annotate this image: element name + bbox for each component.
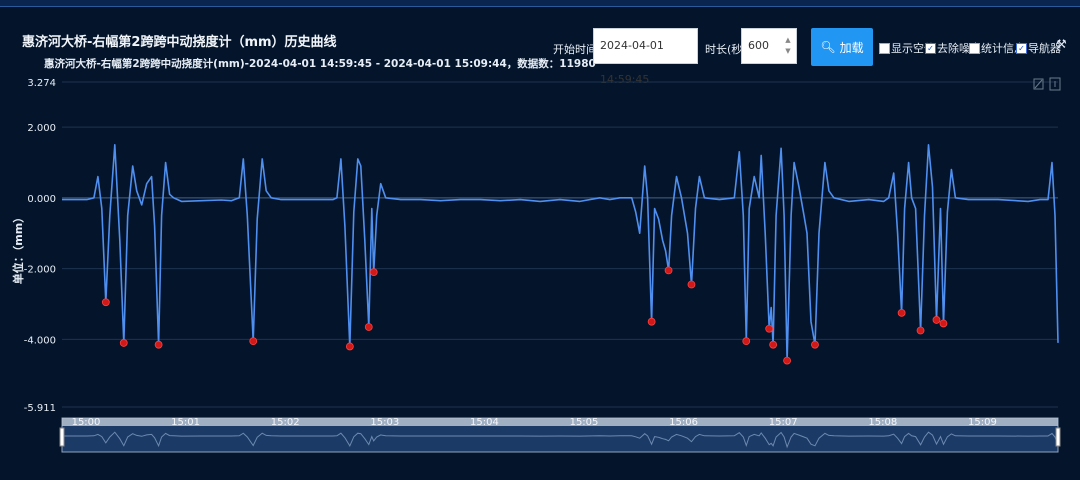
option-label: 统计信息 xyxy=(981,42,1025,55)
min-marker xyxy=(932,316,941,324)
min-marker xyxy=(647,317,656,326)
option-show-null[interactable]: 显示空值 xyxy=(879,40,935,56)
chart-subtitle: 惠济河大桥-右幅第2跨跨中动挠度计(mm)-2024-04-01 14:59:4… xyxy=(44,58,596,70)
x-tick-label: 15:00 xyxy=(72,417,101,428)
min-marker xyxy=(897,308,906,317)
checkbox-checked-icon[interactable]: ✓ xyxy=(925,42,936,54)
y-axis-label: 单位：（mm） xyxy=(11,212,25,284)
min-marker xyxy=(664,266,673,275)
min-marker xyxy=(742,337,751,346)
zoom-reset-icon[interactable] xyxy=(1033,78,1044,90)
min-marker xyxy=(345,342,354,351)
spinner-up-icon[interactable]: ▲ xyxy=(785,36,791,44)
zoom-reset-icon-stroke xyxy=(1034,79,1043,89)
min-marker xyxy=(811,340,819,349)
grid-layer xyxy=(62,81,1058,408)
save-image-icon[interactable] xyxy=(1049,77,1061,91)
checkbox-icon[interactable] xyxy=(879,42,890,54)
option-navigator[interactable]: ✓ 导航器 xyxy=(1016,40,1061,56)
option-label: 显示空值 xyxy=(891,42,935,55)
checkbox-icon[interactable] xyxy=(969,42,980,54)
y-tick-label: 0.000 xyxy=(27,194,56,205)
start-time-label: 开始时间 xyxy=(553,43,597,56)
option-statistics[interactable]: 统计信息 xyxy=(969,40,1025,56)
y-tick-label: 2.000 xyxy=(27,123,56,134)
min-marker xyxy=(765,324,774,333)
load-button-label: 加载 xyxy=(839,40,864,55)
y-tick-label: -4.000 xyxy=(24,335,56,346)
y-tick-label: -2.000 xyxy=(24,265,56,276)
x-tick-label: 15:06 xyxy=(669,417,698,428)
min-marker xyxy=(364,323,373,331)
x-tick-label: 15:08 xyxy=(868,417,897,428)
duration-value: 600 xyxy=(748,39,769,52)
x-tick-label: 15:02 xyxy=(271,417,300,428)
min-marker xyxy=(769,340,778,349)
duration-label: 时长(秒) xyxy=(705,43,747,56)
y-axis-labels: 3.274 2.000 0.000 -2.000 -4.000 -5.911 xyxy=(24,78,56,414)
top-bar xyxy=(0,0,1080,7)
x-tick-label: 15:04 xyxy=(470,417,499,428)
load-button[interactable]: 🔍︎ 加载 xyxy=(811,28,873,66)
min-marker xyxy=(687,280,696,289)
navigator-handle-right xyxy=(1055,427,1061,447)
min-marker xyxy=(101,298,110,307)
marker-layer xyxy=(101,266,948,365)
toolbox xyxy=(1033,77,1061,91)
wrench-icon[interactable]: ⚒ xyxy=(1056,37,1067,51)
spinner-down-icon[interactable]: ▼ xyxy=(785,47,791,55)
option-label: 导航器 xyxy=(1028,42,1061,55)
min-marker xyxy=(369,268,378,277)
duration-spinner[interactable]: ▲ ▼ xyxy=(783,35,793,57)
x-tick-label: 15:03 xyxy=(370,417,399,428)
min-marker xyxy=(939,319,948,328)
series-line xyxy=(62,144,1059,362)
start-time-input[interactable]: 2024-04-01 14:59:45 xyxy=(593,28,698,86)
navigator-handle-left xyxy=(59,427,65,447)
navigator-series xyxy=(62,431,1059,449)
min-marker xyxy=(783,356,791,365)
chart-title: 惠济河大桥-右幅第2跨跨中动挠度计（mm）历史曲线 xyxy=(22,35,337,50)
min-marker xyxy=(119,339,128,347)
x-tick-label: 15:09 xyxy=(968,417,997,428)
navigator-scrollbar xyxy=(62,418,1058,426)
x-axis-labels: 15:00 15:01 15:02 15:03 15:04 15:05 15:06 15:07… xyxy=(72,417,997,428)
x-tick-label: 15:01 xyxy=(171,417,200,428)
series-layer xyxy=(62,144,1059,362)
search-icon: 🔍︎ xyxy=(820,40,836,54)
x-tick-label: 15:05 xyxy=(570,417,599,428)
y-tick-label: 3.274 xyxy=(27,78,56,89)
y-tick-label: -5.911 xyxy=(24,403,56,414)
min-marker xyxy=(249,337,258,346)
min-marker xyxy=(916,326,925,335)
navigator[interactable] xyxy=(59,417,1061,453)
duration-input[interactable]: 600 ▲ ▼ xyxy=(741,28,797,64)
x-tick-label: 15:07 xyxy=(769,417,798,428)
min-marker xyxy=(154,340,163,349)
checkbox-checked-icon[interactable]: ✓ xyxy=(1016,42,1027,54)
